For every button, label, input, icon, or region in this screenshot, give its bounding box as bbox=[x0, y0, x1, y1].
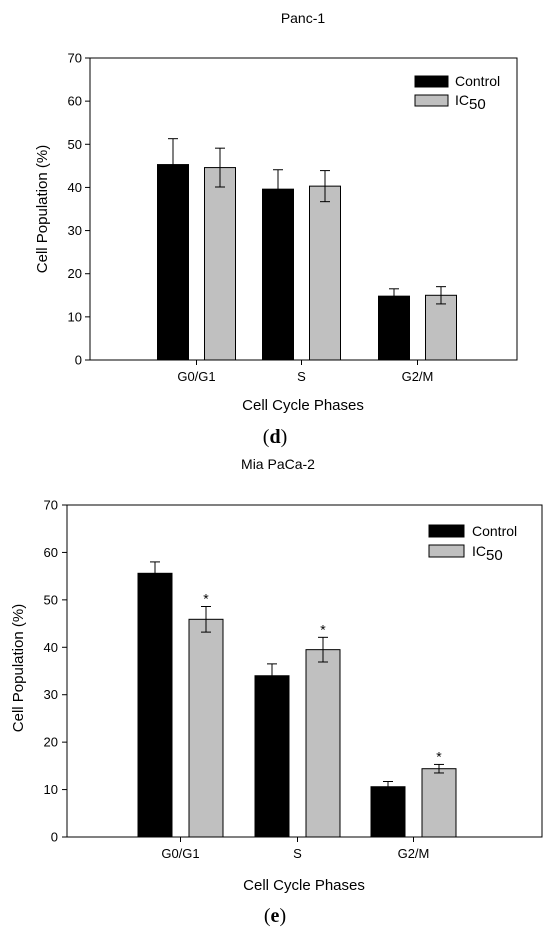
legend-swatch bbox=[428, 524, 465, 538]
significance-mark: * bbox=[203, 590, 209, 606]
x-tick-label: S bbox=[293, 846, 302, 861]
bar-ic50 bbox=[421, 768, 457, 838]
plot-frame bbox=[89, 57, 518, 361]
y-tick-label: 0 bbox=[51, 830, 58, 845]
y-tick-label: 70 bbox=[44, 498, 58, 513]
x-tick-label: G0/G1 bbox=[177, 369, 215, 384]
x-tick-label: G2/M bbox=[398, 846, 430, 861]
plot-frame bbox=[66, 504, 543, 838]
bar-ic50 bbox=[309, 185, 341, 361]
significance-mark: * bbox=[320, 621, 326, 637]
y-tick-label: 10 bbox=[68, 309, 82, 324]
x-axis-label: Cell Cycle Phases bbox=[243, 877, 365, 894]
plot-area: 0 10 20 30 40 50 60 70 G0/G1 S G2/M * * * Control IC50 bbox=[44, 498, 543, 861]
y-tick-label: 30 bbox=[44, 687, 58, 702]
legend-label: IC50 bbox=[472, 543, 503, 564]
legend-swatch bbox=[428, 544, 465, 558]
chart-panc-1: Panc-1 Cell Population (%) Cell Cycle Ph… bbox=[34, 10, 518, 448]
y-tick-label: 0 bbox=[75, 353, 82, 368]
y-tick-label: 50 bbox=[68, 137, 82, 152]
legend-label: IC50 bbox=[455, 92, 486, 113]
y-tick-label: 20 bbox=[44, 735, 58, 750]
bar-control bbox=[370, 786, 406, 838]
legend-swatch bbox=[414, 75, 449, 88]
bar-ic50 bbox=[204, 167, 236, 361]
y-tick-label: 60 bbox=[68, 94, 82, 109]
significance-mark: * bbox=[436, 748, 442, 764]
chart-mia-paca-2: Mia PaCa-2 Cell Population (%) Cell Cycl… bbox=[10, 456, 543, 927]
bar-ic50 bbox=[425, 294, 457, 361]
y-tick-label: 40 bbox=[68, 180, 82, 195]
bar-control bbox=[262, 188, 294, 361]
panel-label: (d) bbox=[263, 426, 287, 448]
y-tick-label: 40 bbox=[44, 640, 58, 655]
bar-control bbox=[378, 295, 410, 361]
y-tick-label: 50 bbox=[44, 592, 58, 607]
y-axis-label: Cell Population (%) bbox=[34, 145, 51, 273]
bar-ic50 bbox=[188, 618, 224, 838]
chart-title: Mia PaCa-2 bbox=[241, 456, 315, 472]
legend-label: Control bbox=[472, 523, 517, 539]
x-tick-label: G0/G1 bbox=[161, 846, 199, 861]
bar-ic50 bbox=[305, 649, 341, 838]
y-tick-label: 20 bbox=[68, 266, 82, 281]
plot-area: 0 10 20 30 40 50 60 70 G0/G1 S G2/M Control IC50 bbox=[68, 51, 518, 384]
chart-title: Panc-1 bbox=[281, 10, 326, 26]
legend-label: Control bbox=[455, 73, 500, 89]
x-axis-label: Cell Cycle Phases bbox=[242, 397, 364, 414]
y-tick-label: 30 bbox=[68, 223, 82, 238]
legend-swatch bbox=[414, 94, 449, 107]
bar-control bbox=[137, 572, 173, 838]
y-tick-label: 10 bbox=[44, 782, 58, 797]
x-tick-label: G2/M bbox=[402, 369, 434, 384]
panel-label: (e) bbox=[264, 905, 286, 927]
bar-control bbox=[254, 675, 290, 838]
bar-control bbox=[157, 164, 189, 361]
y-axis-label: Cell Population (%) bbox=[10, 604, 27, 732]
y-tick-label: 70 bbox=[68, 51, 82, 66]
x-tick-label: S bbox=[297, 369, 306, 384]
y-tick-label: 60 bbox=[44, 545, 58, 560]
